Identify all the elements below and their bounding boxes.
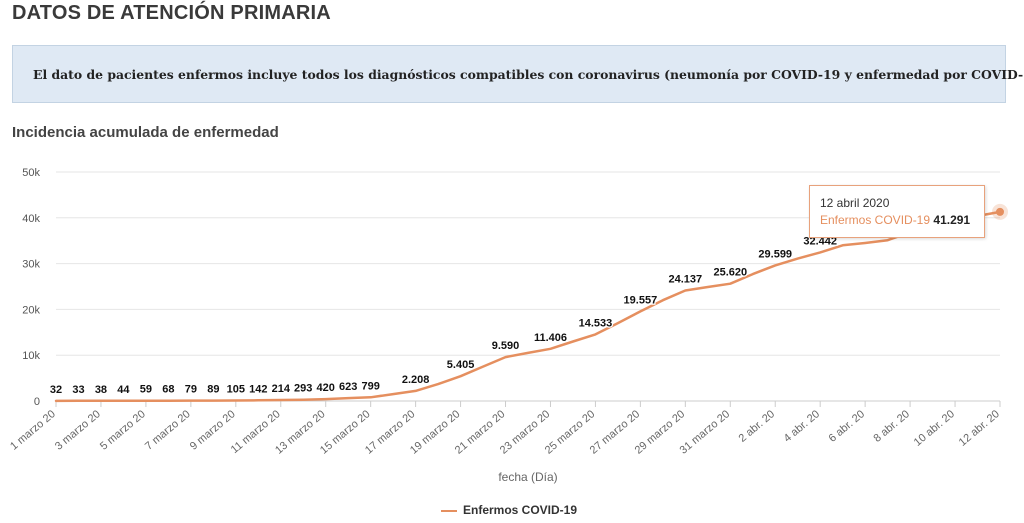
data-label: 142	[249, 383, 267, 395]
x-tick-label: 7 marzo 20	[143, 408, 193, 453]
data-label: 623	[339, 381, 357, 393]
x-tick-label: 10 abr. 20	[912, 408, 957, 449]
info-notice: El dato de pacientes enfermos incluye to…	[12, 45, 1024, 103]
data-label: 38	[95, 384, 107, 396]
legend-label: Enfermos COVID-19	[463, 503, 578, 517]
y-tick-label: 10k	[22, 350, 40, 362]
info-notice-text: El dato de pacientes enfermos incluye to…	[33, 67, 1024, 82]
data-label: 14.533	[579, 317, 613, 329]
x-tick-label: 12 abr. 20	[957, 408, 1002, 449]
data-point-hover	[996, 207, 1004, 216]
data-label: 105	[227, 384, 245, 396]
data-label: 29.599	[758, 248, 792, 260]
page-title: DATOS DE ATENCIÓN PRIMARIA	[12, 2, 331, 24]
data-label: 44	[117, 384, 130, 396]
data-label: 79	[185, 384, 197, 396]
chart-tooltip: 12 abril 2020 Enfermos COVID-19 41.291	[809, 185, 985, 238]
y-tick-label: 20k	[22, 304, 40, 316]
x-tick-label: 4 abr. 20	[782, 408, 823, 445]
data-label: 293	[294, 383, 312, 395]
data-label: 420	[317, 382, 335, 394]
data-label: 5.405	[447, 359, 475, 371]
series-line-enfermos	[54, 210, 1002, 403]
data-label: 799	[361, 380, 379, 392]
data-label: 2.208	[402, 374, 430, 386]
y-tick-label: 40k	[22, 213, 40, 225]
y-tick-label: 50k	[22, 167, 40, 179]
data-label: 59	[140, 384, 152, 396]
legend-line-swatch	[441, 510, 457, 512]
data-label: 32	[50, 384, 62, 396]
data-label: 89	[207, 384, 219, 396]
data-label: 24.137	[669, 273, 703, 285]
x-tick-label: 3 marzo 20	[53, 408, 103, 453]
tooltip-row: Enfermos COVID-19 41.291	[820, 213, 970, 227]
data-label: 19.557	[624, 294, 658, 306]
data-label: 25.620	[713, 267, 747, 279]
y-tick-label: 30k	[22, 259, 40, 271]
x-tick-label: 2 abr. 20	[737, 408, 778, 445]
data-label: 214	[272, 383, 291, 395]
data-label: 11.406	[534, 332, 567, 344]
x-tick-label: 8 abr. 20	[872, 408, 913, 445]
x-axis-title: fecha (Día)	[498, 470, 557, 484]
x-tick-label: 1 marzo 20	[8, 408, 58, 453]
tooltip-series-label: Enfermos COVID-19	[820, 213, 931, 227]
data-label: 9.590	[492, 340, 520, 352]
x-tick-label: 5 marzo 20	[98, 408, 148, 453]
tooltip-date: 12 abril 2020	[820, 196, 890, 210]
data-label: 33	[72, 384, 84, 396]
y-tick-label: 0	[34, 396, 40, 408]
x-tick-label: 6 abr. 20	[827, 408, 868, 445]
chart-title: Incidencia acumulada de enfermedad	[12, 124, 279, 141]
tooltip-value: 41.291	[933, 213, 971, 227]
data-label: 68	[162, 384, 174, 396]
x-tick-label: 31 marzo 20	[678, 408, 733, 457]
